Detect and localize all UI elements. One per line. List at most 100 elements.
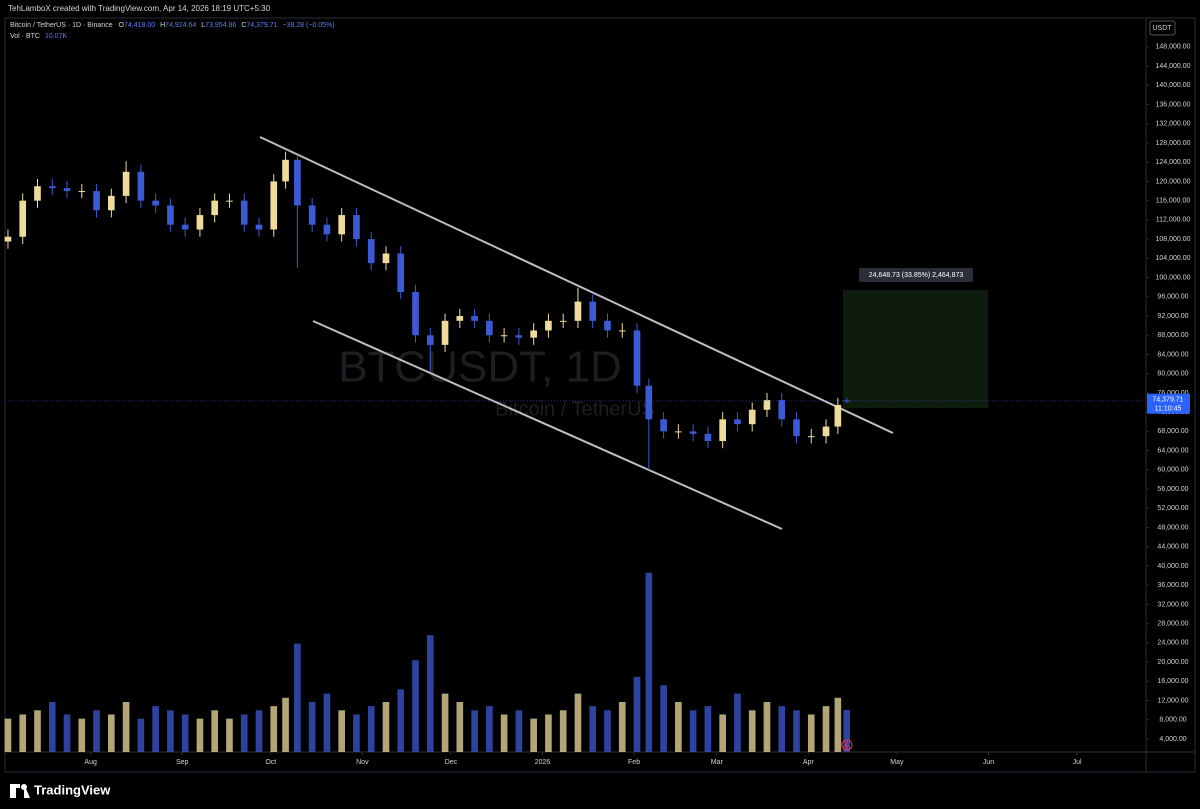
x-tick-label: Mar	[711, 759, 724, 766]
x-tick-label: Sep	[176, 759, 189, 766]
y-tick-label: 16,000.00	[1157, 678, 1188, 685]
volume-bar	[382, 701, 390, 752]
candle-body	[382, 253, 390, 264]
candle-body	[294, 159, 301, 206]
volume-bar	[48, 701, 56, 752]
legend: Bitcoin / TetherUS · 1D · Binance O74,41…	[10, 22, 335, 40]
y-tick-label: 144,000.00	[1155, 63, 1190, 70]
volume-bar	[675, 701, 682, 752]
candle-body	[78, 191, 86, 193]
candle-body	[211, 200, 219, 216]
candle-body	[822, 426, 830, 437]
candle	[748, 402, 756, 432]
volume-bar	[500, 714, 508, 752]
candle-body	[807, 436, 815, 438]
y-tick-label: 108,000.00	[1155, 236, 1190, 243]
candle	[618, 323, 626, 338]
candle	[34, 179, 41, 208]
y-tick-label: 92,000.00	[1157, 313, 1188, 320]
candle	[211, 193, 219, 223]
candle-body	[412, 291, 419, 336]
candle-body	[793, 419, 800, 437]
candle	[441, 313, 449, 353]
volume-bar	[34, 710, 41, 752]
x-tick-label: May	[890, 759, 904, 766]
volume-bar	[137, 718, 145, 752]
candle-body	[426, 335, 434, 345]
measure-box[interactable]	[843, 290, 988, 408]
candle-body	[530, 330, 537, 338]
y-tick-label: 32,000.00	[1157, 601, 1188, 608]
volume-bar	[282, 697, 289, 752]
candle-body	[689, 431, 697, 434]
y-tick-label: 132,000.00	[1155, 121, 1190, 128]
y-tick-label: 48,000.00	[1157, 524, 1188, 531]
measure-label-box[interactable]	[859, 268, 973, 282]
candle	[397, 246, 405, 300]
volume-bar	[689, 710, 697, 752]
candle-body	[604, 320, 611, 331]
candle	[122, 161, 130, 204]
candle-body	[589, 301, 597, 321]
volume-value: 10.07K	[45, 33, 68, 40]
candle	[255, 217, 263, 237]
measure-label[interactable]: 24,648.73 (33.85%) 2,464,873	[869, 272, 964, 279]
y-tick-label: 104,000.00	[1155, 255, 1190, 262]
volume-bar	[122, 701, 130, 752]
volume-bar	[353, 714, 360, 752]
x-tick-label: Oct	[265, 759, 276, 766]
brand-logo-dot	[21, 784, 27, 790]
y-tick-label: 76,000.00	[1157, 390, 1188, 397]
candle-body	[456, 316, 464, 321]
volume-legend: Vol · BTC 10.07K	[10, 33, 67, 40]
currency[interactable]: USDT	[1152, 25, 1172, 32]
volume-bar	[530, 718, 537, 752]
volume-bar	[822, 706, 830, 752]
x-tick-label: 2026	[535, 759, 551, 766]
candle	[338, 207, 346, 242]
brand[interactable]: TradingView	[34, 782, 111, 797]
y-tick-label: 136,000.00	[1155, 101, 1190, 108]
candle	[226, 193, 233, 208]
candle	[196, 207, 204, 237]
volume-bar	[660, 685, 667, 752]
candle	[719, 412, 726, 449]
candle	[48, 179, 56, 196]
x-tick-label: Dec	[445, 759, 458, 766]
candle	[574, 287, 582, 329]
candle	[181, 217, 189, 237]
candle-body	[486, 320, 493, 336]
volume-bar	[323, 693, 331, 752]
y-tick-label: 112,000.00	[1156, 217, 1191, 224]
candle-body	[122, 171, 130, 196]
candle	[456, 308, 464, 329]
volume-bar	[456, 701, 464, 752]
candle-body	[63, 188, 71, 192]
channel-lower[interactable]	[312, 320, 783, 530]
candle-body	[633, 330, 641, 386]
candle	[19, 193, 27, 244]
volume-bar	[515, 710, 523, 752]
y-tick-label: 64,000.00	[1157, 447, 1188, 454]
volume-bar	[152, 706, 159, 752]
candle-body	[515, 335, 523, 338]
y-tick-label: 128,000.00	[1155, 140, 1190, 147]
candle	[426, 328, 434, 372]
candle	[382, 246, 390, 271]
candle	[604, 313, 611, 338]
candle-body	[834, 404, 842, 427]
candle-body	[353, 215, 360, 240]
candle-body	[675, 431, 682, 433]
x-tick-label: Jun	[983, 759, 994, 766]
candle	[793, 412, 800, 444]
currency-box[interactable]	[1149, 20, 1176, 36]
volume-bar	[441, 693, 449, 752]
x-tick-label: Feb	[628, 759, 640, 766]
channel-upper[interactable]	[259, 136, 894, 434]
candle	[486, 313, 493, 343]
x-tick-label: Apr	[803, 759, 815, 766]
candle-body	[559, 320, 567, 322]
alert-icon[interactable]	[841, 739, 853, 751]
candle-body	[545, 320, 552, 331]
candle-body	[48, 186, 56, 189]
